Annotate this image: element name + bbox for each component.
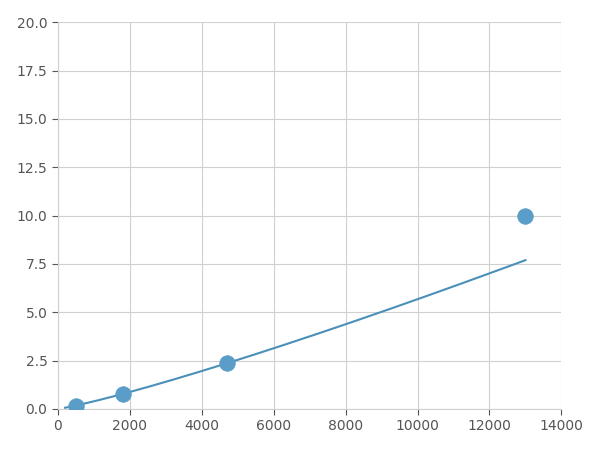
Point [222,360,232,367]
Point [71,402,80,409]
Point [521,212,530,219]
Point [118,390,127,397]
